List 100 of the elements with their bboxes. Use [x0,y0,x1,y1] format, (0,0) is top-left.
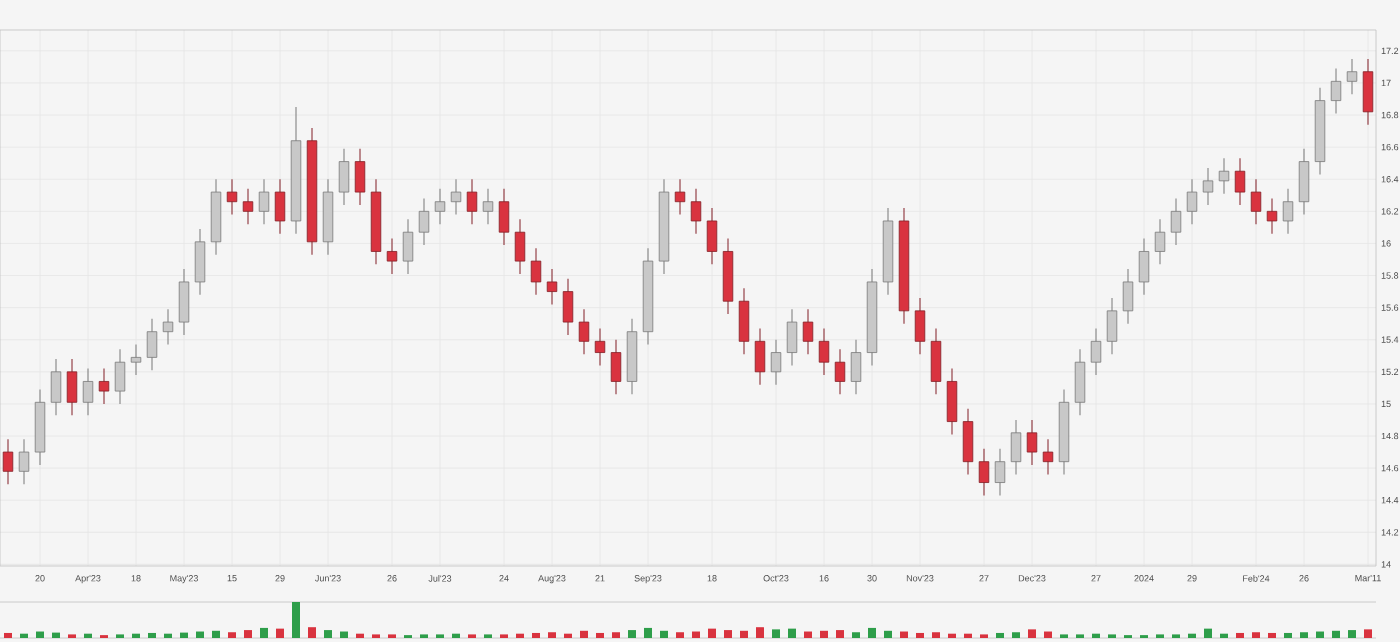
candlestick [114,348,126,405]
bar [1332,630,1340,638]
bar [52,632,60,638]
bar [708,628,716,638]
candlestick [178,268,190,336]
candlestick [1074,348,1086,416]
candlestick [482,188,494,225]
candlestick [1138,238,1150,296]
candlestick [738,287,750,355]
candlestick [66,358,78,416]
bar [1268,632,1276,638]
bar [340,631,348,638]
bar [644,627,652,638]
candlestick [514,218,526,275]
candlestick [834,348,846,395]
bar [596,632,604,638]
candlestick [530,247,542,296]
bar [548,632,556,638]
candlestick [2,438,14,485]
candlestick [1154,218,1166,265]
candlestick [466,178,478,225]
candlestick [1218,157,1230,195]
bar [740,630,748,638]
bar [836,630,844,638]
candlestick [1170,197,1182,246]
candlestick [994,448,1006,496]
candlestick [402,218,414,275]
bar [212,630,221,638]
candlestick [194,228,206,296]
bar [788,628,796,638]
bar [900,631,909,638]
candlestick [226,178,238,216]
candlestick [434,188,446,225]
bar [292,602,300,638]
candlestick [962,408,974,476]
candlestick [818,327,830,376]
candlestick [754,327,766,386]
bar [724,630,733,638]
candlestick [578,308,590,355]
bar [1028,629,1036,638]
candlestick [1186,178,1198,225]
bar [996,632,1005,638]
bar [756,627,764,638]
bar [228,632,236,638]
candlestick [1090,327,1102,376]
bar [612,632,620,638]
candlestick [546,268,558,305]
bar [660,630,668,638]
bar [1204,628,1212,638]
candlestick [130,344,142,376]
bar [1364,629,1372,638]
candlestick [1362,58,1374,126]
candlestick [1234,157,1246,206]
bar [1284,632,1292,638]
candlestick [338,148,350,206]
candlestick [50,358,62,416]
candlestick [1282,188,1294,235]
bar [1252,632,1260,638]
bar [36,631,44,638]
bar [692,631,700,638]
candlestick [258,178,270,225]
bar [244,630,252,638]
candlestick [802,308,814,355]
candlestick [1330,68,1342,114]
candlestick [1042,438,1054,476]
candlestick [562,278,574,336]
candlestick [850,339,862,395]
bar [1300,632,1308,638]
candlestick [1026,419,1038,466]
bar [532,632,541,638]
candlestick [1298,148,1310,216]
candlestick [386,238,398,275]
candlestick [770,339,782,386]
candlestick [1010,419,1022,476]
candlestick [418,197,430,246]
candlestick [1106,297,1118,355]
candlestick [1266,197,1278,235]
bar [772,629,781,638]
bar [180,632,188,638]
bar [1236,632,1245,638]
candlestick [978,448,990,496]
bar [1316,631,1324,638]
candlestick [498,188,510,246]
bar [1348,630,1356,638]
bar [148,632,156,638]
bar [1012,632,1020,638]
bar [196,631,204,638]
candlestick [674,178,686,216]
candlestick [274,178,286,235]
candlestick [786,308,798,366]
bar [884,630,892,638]
bar [1044,631,1053,638]
bar [308,627,316,638]
candlestick [946,368,958,435]
candlestick [82,368,94,416]
candlestick [242,188,254,225]
bar [852,632,860,638]
bar [4,632,12,638]
bar [868,627,876,638]
candlestick [1250,178,1262,225]
